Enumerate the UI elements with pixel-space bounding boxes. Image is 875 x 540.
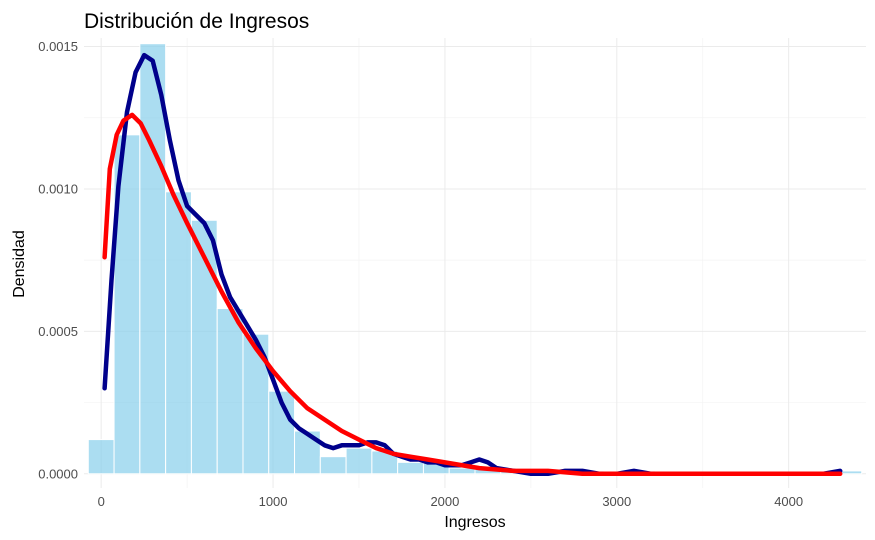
y-tick-label: 0.0015: [38, 39, 78, 54]
x-tick-label: 4000: [774, 494, 803, 509]
y-tick-label: 0.0010: [38, 181, 78, 196]
y-axis-ticks: 0.0000 0.0005 0.0010 0.0015: [38, 39, 78, 481]
x-axis-ticks: 0 1000 2000 3000 4000: [98, 494, 804, 509]
histogram-bar: [345, 447, 373, 475]
y-axis-title: Densidad: [11, 230, 28, 298]
x-tick-label: 0: [98, 494, 105, 509]
histogram-bars: [87, 43, 863, 475]
y-tick-label: 0.0005: [38, 324, 78, 339]
y-tick-label: 0.0000: [38, 466, 78, 481]
x-tick-label: 3000: [602, 494, 631, 509]
histogram-bar: [242, 333, 270, 475]
histogram-bar: [190, 219, 218, 475]
histogram-bar: [139, 43, 167, 475]
density-curves: [102, 52, 843, 477]
histogram-bar: [87, 439, 115, 475]
chart-title: Distribución de Ingresos: [84, 10, 309, 33]
fitted-curve: [102, 112, 843, 477]
histogram-bar: [397, 461, 424, 475]
histogram-bar: [216, 308, 244, 475]
x-tick-label: 2000: [430, 494, 459, 509]
x-tick-label: 1000: [259, 494, 288, 509]
histogram-bar: [165, 191, 192, 475]
x-axis-title: Ingresos: [444, 514, 505, 531]
histogram-bar: [319, 456, 347, 475]
